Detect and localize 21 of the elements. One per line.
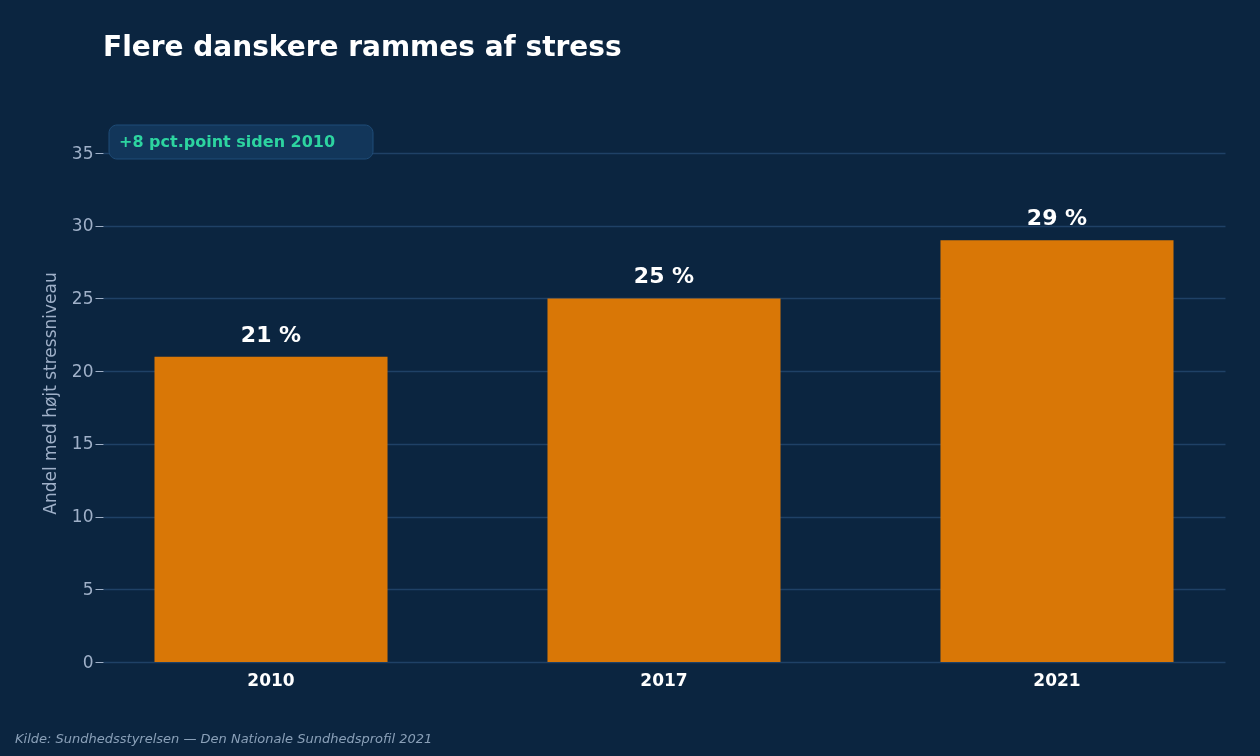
- text: Kilde: Sundhedsstyrelsen — Den Nationale Sundhedsprofil 2021: [15, 731, 433, 746]
- y-tick-label: 10: [71, 506, 94, 527]
- y-tick-label: 35: [71, 142, 94, 163]
- x-tick-label: 2021: [1033, 669, 1081, 690]
- y-tick-label: 15: [71, 433, 94, 454]
- data-label: 29 %: [1026, 205, 1088, 231]
- y-tick-label: 25: [71, 287, 94, 308]
- bar: [940, 240, 1174, 662]
- chart-title: Flere danskere rammes af stress: [103, 30, 622, 63]
- bar: [547, 298, 781, 662]
- annotation: +8 pct.point siden 2010: [119, 132, 336, 151]
- y-tick-label: 0: [82, 651, 94, 672]
- x-tick-label: 2017: [640, 669, 688, 690]
- data-label: 25 %: [633, 263, 695, 289]
- y-tick-label: 20: [71, 360, 94, 381]
- bar: [154, 356, 388, 662]
- y-tick-label: 30: [71, 215, 94, 236]
- y-axis-title: Andel med højt stressniveau: [39, 272, 60, 515]
- y-tick-label: 5: [82, 578, 94, 599]
- data-label: 21 %: [240, 321, 302, 347]
- x-tick-label: 2010: [247, 669, 295, 690]
